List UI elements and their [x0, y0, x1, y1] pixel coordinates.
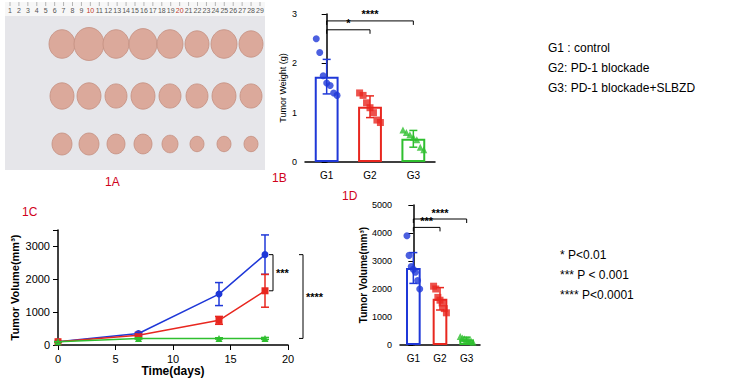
- svg-text:3: 3: [292, 9, 297, 19]
- svg-text:22: 22: [194, 7, 202, 14]
- svg-text:20: 20: [176, 7, 184, 14]
- svg-text:0: 0: [44, 339, 50, 351]
- svg-text:0: 0: [387, 340, 392, 350]
- svg-text:10: 10: [86, 7, 94, 14]
- svg-text:G2: G2: [433, 353, 447, 364]
- svg-text:Tumor Volume(mm³): Tumor Volume(mm³): [9, 234, 21, 340]
- svg-text:G2: G2: [363, 170, 377, 181]
- svg-text:1B: 1B: [272, 171, 287, 185]
- svg-text:29: 29: [256, 7, 264, 14]
- svg-text:8: 8: [71, 7, 75, 14]
- svg-text:Tumor Weight (g): Tumor Weight (g): [278, 53, 288, 123]
- svg-text:3: 3: [26, 7, 30, 14]
- svg-text:14: 14: [122, 7, 130, 14]
- svg-text:1A: 1A: [105, 175, 120, 189]
- svg-text:23: 23: [203, 7, 211, 14]
- svg-text:****: ****: [361, 8, 379, 20]
- svg-text:18: 18: [158, 7, 166, 14]
- svg-text:21: 21: [185, 7, 193, 14]
- svg-text:28: 28: [247, 7, 255, 14]
- svg-text:***: ***: [276, 267, 290, 279]
- svg-text:0: 0: [55, 353, 61, 365]
- svg-text:1C: 1C: [22, 205, 38, 219]
- svg-text:25: 25: [220, 7, 228, 14]
- svg-text:1000: 1000: [26, 306, 50, 318]
- svg-text:3000: 3000: [372, 256, 392, 266]
- svg-text:12: 12: [104, 7, 112, 14]
- svg-text:4: 4: [35, 7, 39, 14]
- svg-text:16: 16: [140, 7, 148, 14]
- svg-text:*** P < 0.001: *** P < 0.001: [560, 268, 629, 282]
- svg-text:13: 13: [113, 7, 121, 14]
- svg-text:17: 17: [149, 7, 157, 14]
- svg-text:2000: 2000: [372, 284, 392, 294]
- svg-text:*: *: [346, 17, 351, 29]
- svg-text:G3: G3: [460, 353, 474, 364]
- svg-text:G1 : control: G1 : control: [548, 41, 610, 55]
- svg-text:2: 2: [292, 58, 297, 68]
- svg-text:1D: 1D: [342, 189, 358, 203]
- svg-text:G1: G1: [320, 170, 334, 181]
- svg-text:4000: 4000: [372, 228, 392, 238]
- svg-text:G3: PD-1 blockade+SLBZD: G3: PD-1 blockade+SLBZD: [548, 81, 695, 95]
- svg-text:Time(days): Time(days): [141, 364, 204, 378]
- svg-text:15: 15: [224, 353, 236, 365]
- svg-text:3000: 3000: [26, 240, 50, 252]
- svg-text:* P<0.01: * P<0.01: [560, 248, 607, 262]
- svg-text:26: 26: [229, 7, 237, 14]
- svg-text:6: 6: [53, 7, 57, 14]
- svg-text:9: 9: [79, 7, 83, 14]
- svg-text:15: 15: [131, 7, 139, 14]
- svg-text:1: 1: [8, 7, 12, 14]
- svg-text:5: 5: [44, 7, 48, 14]
- svg-text:7: 7: [62, 7, 66, 14]
- svg-text:2000: 2000: [26, 273, 50, 285]
- svg-text:Tumor Volume(mm³): Tumor Volume(mm³): [358, 227, 369, 323]
- svg-text:****: ****: [431, 207, 449, 219]
- svg-text:G3: G3: [407, 170, 421, 181]
- svg-text:27: 27: [238, 7, 246, 14]
- svg-text:11: 11: [96, 7, 103, 14]
- svg-text:****: ****: [306, 291, 324, 303]
- svg-text:0: 0: [292, 157, 297, 167]
- svg-text:G2: PD-1 blockade: G2: PD-1 blockade: [548, 61, 650, 75]
- svg-text:10: 10: [167, 353, 179, 365]
- svg-text:19: 19: [167, 7, 175, 14]
- svg-text:5000: 5000: [372, 200, 392, 210]
- svg-text:20: 20: [282, 353, 294, 365]
- svg-text:1000: 1000: [372, 312, 392, 322]
- svg-text:5: 5: [112, 353, 118, 365]
- svg-text:2: 2: [17, 7, 21, 14]
- svg-text:G1: G1: [407, 353, 421, 364]
- svg-text:24: 24: [211, 7, 219, 14]
- svg-text:1: 1: [292, 108, 297, 118]
- svg-text:**** P<0.0001: **** P<0.0001: [560, 288, 634, 302]
